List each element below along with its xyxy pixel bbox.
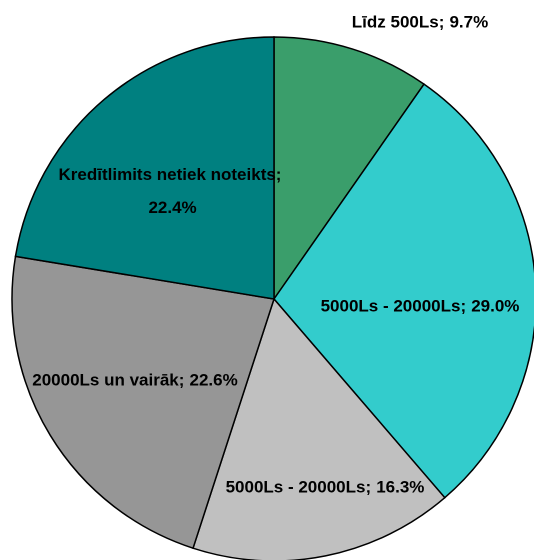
category-label: Kredītlimits netiek noteikts;	[58, 165, 282, 184]
pie-slice	[14, 36, 275, 300]
value-label: 22.6%	[189, 370, 238, 390]
pie-slice	[11, 255, 275, 550]
slice-label: 5000Ls - 20000Ls; 16.3%	[213, 471, 438, 504]
pie-slice	[273, 36, 426, 302]
pie-slice	[192, 297, 446, 560]
value-label: 22.4%	[148, 198, 197, 217]
slice-label: 5000Ls - 20000Ls; 29.0%	[308, 290, 533, 323]
value-label: 9.7%	[449, 12, 489, 32]
slice-label: Līdz 500Ls; 9.7%	[352, 6, 488, 39]
category-label: 5000Ls - 20000Ls;	[320, 296, 467, 316]
pie-slice	[273, 83, 534, 499]
slice-label: 20000Ls un vairāk; 22.6%	[23, 364, 248, 397]
category-label: 20000Ls un vairāk;	[32, 370, 185, 390]
value-label: 16.3%	[376, 477, 425, 497]
category-label: 5000Ls - 20000Ls;	[225, 477, 372, 497]
category-label: Līdz 500Ls;	[351, 12, 445, 32]
value-label: 29.0%	[471, 296, 520, 316]
slice-label: Kredītlimits netiek noteikts; 22.4%	[58, 158, 283, 224]
